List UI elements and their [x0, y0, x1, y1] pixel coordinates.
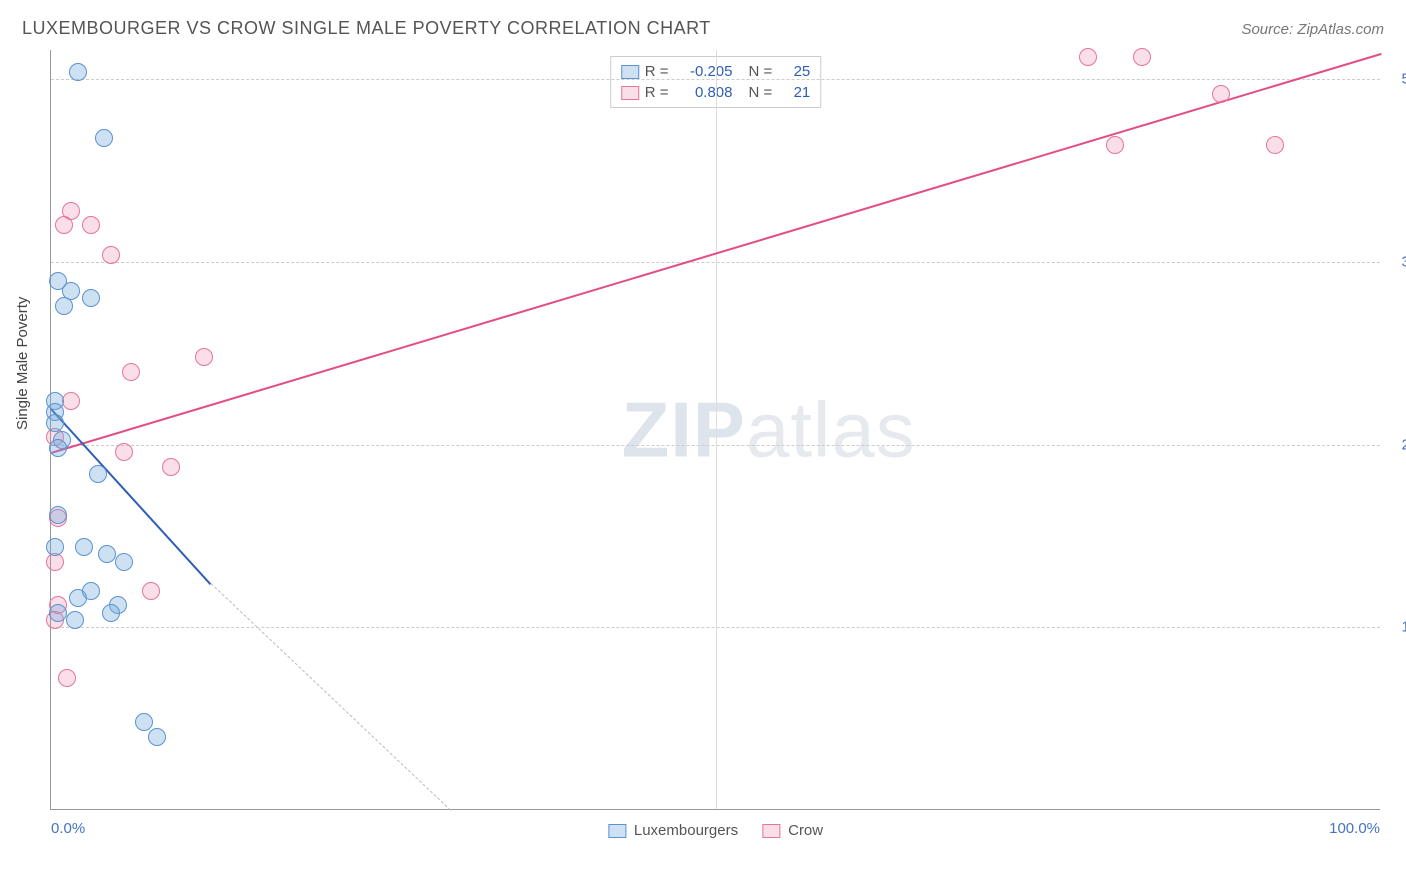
data-point	[142, 582, 160, 600]
data-point	[1266, 136, 1284, 154]
data-point	[1133, 48, 1151, 66]
data-point	[148, 728, 166, 746]
y-tick-label: 50.0%	[1384, 71, 1406, 88]
x-tick-label: 0.0%	[51, 820, 85, 837]
data-point	[46, 538, 64, 556]
data-point	[49, 439, 67, 457]
data-point	[82, 289, 100, 307]
data-point	[115, 443, 133, 461]
swatch-icon	[621, 86, 639, 100]
swatch-icon	[621, 65, 639, 79]
data-point	[195, 348, 213, 366]
data-point	[162, 458, 180, 476]
chart-source: Source: ZipAtlas.com	[1241, 21, 1384, 38]
data-point	[98, 545, 116, 563]
data-point	[122, 363, 140, 381]
data-point	[95, 129, 113, 147]
data-point	[75, 538, 93, 556]
data-point	[49, 506, 67, 524]
data-point	[62, 392, 80, 410]
trend-line	[210, 584, 450, 811]
chart-title: LUXEMBOURGER VS CROW SINGLE MALE POVERTY…	[22, 18, 711, 39]
data-point	[1106, 136, 1124, 154]
data-point	[58, 669, 76, 687]
data-point	[69, 63, 87, 81]
y-axis-label: Single Male Poverty	[14, 297, 31, 430]
data-point	[82, 216, 100, 234]
watermark: ZIPatlas	[622, 384, 916, 475]
legend-series: Luxembourgers Crow	[608, 822, 823, 839]
y-tick-label: 25.0%	[1384, 436, 1406, 453]
legend-item: Luxembourgers	[608, 822, 738, 839]
data-point	[102, 246, 120, 264]
data-point	[46, 414, 64, 432]
data-point	[55, 216, 73, 234]
data-point	[49, 604, 67, 622]
data-point	[102, 604, 120, 622]
data-point	[66, 611, 84, 629]
legend-item: Crow	[762, 822, 823, 839]
data-point	[89, 465, 107, 483]
data-point	[1212, 85, 1230, 103]
gridline-v	[716, 50, 717, 809]
swatch-icon	[762, 824, 780, 838]
swatch-icon	[608, 824, 626, 838]
data-point	[55, 297, 73, 315]
x-tick-label: 100.0%	[1329, 820, 1380, 837]
y-tick-label: 37.5%	[1384, 253, 1406, 270]
data-point	[82, 582, 100, 600]
data-point	[135, 713, 153, 731]
data-point	[115, 553, 133, 571]
plot-area: ZIPatlas R = -0.205 N = 25 R = 0.808 N =…	[50, 50, 1380, 810]
data-point	[1079, 48, 1097, 66]
y-tick-label: 12.5%	[1384, 619, 1406, 636]
